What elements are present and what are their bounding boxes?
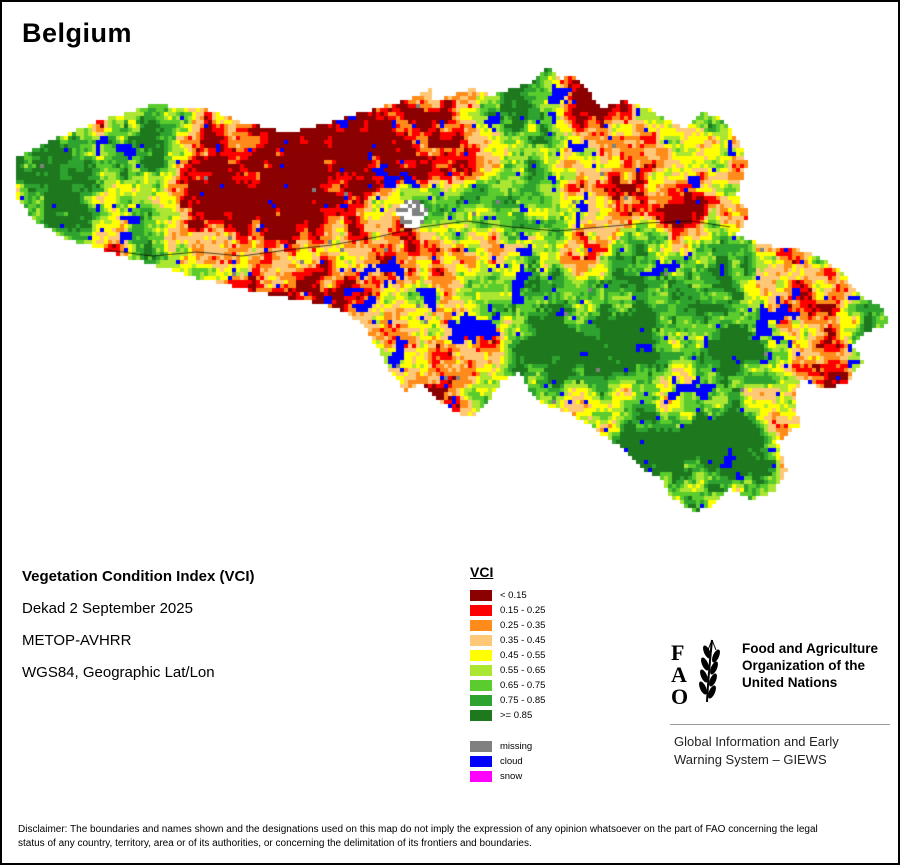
legend-row: 0.65 - 0.75 bbox=[470, 679, 545, 691]
legend-label: 0.25 - 0.35 bbox=[500, 619, 546, 631]
legend-swatch bbox=[470, 604, 492, 616]
legend-swatch bbox=[470, 679, 492, 691]
fao-logo: F A O bbox=[670, 636, 732, 711]
legend-row-missing: missing bbox=[470, 740, 545, 752]
legend-row: 0.15 - 0.25 bbox=[470, 604, 545, 616]
svg-text:F: F bbox=[671, 640, 684, 665]
legend-row: 0.45 - 0.55 bbox=[470, 649, 545, 661]
legend-label: 0.75 - 0.85 bbox=[500, 694, 546, 706]
legend-row: >= 0.85 bbox=[470, 709, 545, 721]
legend-swatch bbox=[470, 634, 492, 646]
vci-legend: VCI < 0.15 0.15 - 0.25 0.25 - 0.35 0.35 … bbox=[470, 564, 545, 785]
fao-divider bbox=[670, 724, 890, 725]
giews-label: Global Information and Early Warning Sys… bbox=[674, 734, 839, 767]
legend-swatch-snow bbox=[470, 770, 492, 782]
legend-row: 0.35 - 0.45 bbox=[470, 634, 545, 646]
legend-label: 0.35 - 0.45 bbox=[500, 634, 546, 646]
legend-swatch bbox=[470, 589, 492, 601]
belgium-vci-raster-map bbox=[12, 60, 892, 525]
map-info-block: Vegetation Condition Index (VCI) Dekad 2… bbox=[22, 568, 255, 696]
legend-title: VCI bbox=[470, 564, 494, 580]
legend-label: >= 0.85 bbox=[500, 709, 533, 721]
legend-label: 0.15 - 0.25 bbox=[500, 604, 546, 616]
legend-label-missing: missing bbox=[500, 740, 533, 752]
map-dekad: Dekad 2 September 2025 bbox=[22, 600, 193, 617]
legend-swatch-missing bbox=[470, 740, 492, 752]
legend-row: 0.55 - 0.65 bbox=[470, 664, 545, 676]
legend-label-cloud: cloud bbox=[500, 755, 523, 767]
legend-label: 0.55 - 0.65 bbox=[500, 664, 546, 676]
fao-branding: F A O Food and Agriculture Organiz bbox=[670, 636, 898, 711]
map-product-name: Vegetation Condition Index (VCI) bbox=[22, 568, 255, 585]
legend-row-cloud: cloud bbox=[470, 755, 545, 767]
map-sensor: METOP-AVHRR bbox=[22, 632, 132, 649]
legend-row: 0.25 - 0.35 bbox=[470, 619, 545, 631]
legend-label: < 0.15 bbox=[500, 589, 527, 601]
legend-swatch bbox=[470, 664, 492, 676]
svg-text:O: O bbox=[671, 684, 688, 706]
fao-name: Food and Agriculture Organization of the… bbox=[742, 641, 878, 690]
legend-row-snow: snow bbox=[470, 770, 545, 782]
legend-gap bbox=[470, 724, 545, 740]
legend-label: 0.45 - 0.55 bbox=[500, 649, 546, 661]
legend-swatch bbox=[470, 694, 492, 706]
legend-swatch-cloud bbox=[470, 755, 492, 767]
svg-text:A: A bbox=[671, 662, 687, 687]
legend-row: 0.75 - 0.85 bbox=[470, 694, 545, 706]
map-projection: WGS84, Geographic Lat/Lon bbox=[22, 664, 215, 681]
legend-swatch bbox=[470, 649, 492, 661]
legend-swatch bbox=[470, 709, 492, 721]
legend-swatch bbox=[470, 619, 492, 631]
legend-label: 0.65 - 0.75 bbox=[500, 679, 546, 691]
legend-label-snow: snow bbox=[500, 770, 523, 782]
legend-row: < 0.15 bbox=[470, 589, 545, 601]
page-title: Belgium bbox=[22, 18, 133, 48]
disclaimer-text: Disclaimer: The boundaries and names sho… bbox=[18, 824, 818, 849]
fao-emblem-icon: F A O bbox=[671, 639, 720, 709]
